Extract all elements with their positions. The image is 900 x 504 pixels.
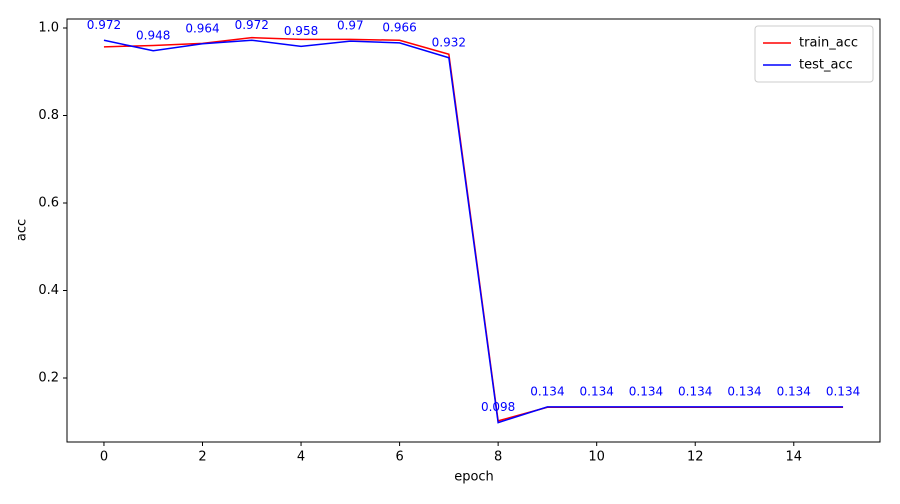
y-tick-label: 0.4 — [38, 283, 59, 298]
legend-label: train_acc — [799, 36, 858, 51]
plot-frame — [66, 18, 881, 443]
value-label: 0.134 — [727, 384, 761, 398]
value-label: 0.098 — [481, 400, 515, 414]
y-tick-label: 0.8 — [38, 108, 59, 123]
y-tick-label: 0.2 — [38, 370, 59, 385]
x-tick-label: 14 — [785, 450, 802, 465]
x-tick-label: 8 — [494, 450, 502, 465]
value-label: 0.134 — [777, 384, 811, 398]
value-label: 0.134 — [530, 384, 564, 398]
y-tick-label: 1.0 — [38, 21, 59, 36]
value-label: 0.972 — [235, 18, 269, 32]
x-tick-label: 6 — [395, 450, 403, 465]
value-label: 0.134 — [580, 384, 614, 398]
value-label: 0.966 — [382, 20, 416, 34]
x-tick-label: 2 — [198, 450, 206, 465]
value-label: 0.964 — [185, 21, 219, 35]
value-label: 0.958 — [284, 24, 318, 38]
value-label: 0.972 — [87, 18, 121, 32]
value-label: 0.134 — [678, 384, 712, 398]
x-axis-label: epoch — [454, 470, 494, 485]
value-label: 0.134 — [826, 384, 860, 398]
x-tick-label: 10 — [588, 450, 605, 465]
value-label: 0.932 — [432, 35, 466, 49]
y-axis-label: acc — [15, 219, 30, 241]
line-test-acc — [103, 39, 844, 424]
value-label: 0.97 — [337, 19, 364, 33]
value-label: 0.948 — [136, 28, 170, 42]
value-label: 0.134 — [629, 384, 663, 398]
x-tick-label: 4 — [297, 450, 305, 465]
legend-box — [754, 25, 874, 83]
x-tick-label: 0 — [100, 450, 108, 465]
y-tick-label: 0.6 — [38, 196, 59, 211]
legend-label: test_acc — [799, 58, 853, 73]
x-tick-label: 12 — [687, 450, 704, 465]
